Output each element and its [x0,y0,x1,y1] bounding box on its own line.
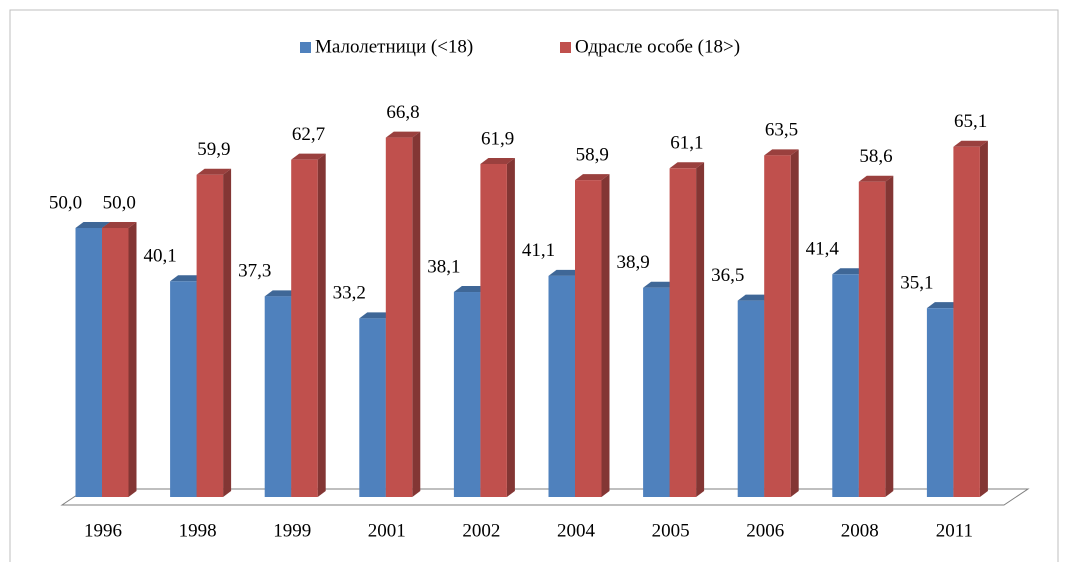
data-label: 58,9 [576,144,609,165]
chart-border [9,9,1059,562]
bar [575,174,610,498]
bar-top [764,149,799,156]
data-label: 62,7 [292,124,325,145]
x-tick-label: 2002 [462,520,500,541]
data-label: 59,9 [197,139,230,160]
bar-front [575,180,602,498]
bar-front [196,174,224,497]
x-tick-label: 2005 [652,520,690,541]
bar [669,162,705,498]
bar [196,168,232,497]
bar-side [128,222,137,497]
bar-top [102,222,137,228]
bar-side [412,131,421,497]
bar [102,222,137,497]
data-label: 38,1 [427,256,460,277]
data-label: 61,1 [670,133,703,154]
bar-top [953,140,988,147]
data-label: 66,8 [386,102,419,123]
bar-front [102,228,129,497]
x-tick-label: 1998 [179,520,217,541]
bar-top [264,290,300,297]
bar-front [264,296,292,497]
x-tick-label: 2004 [557,520,596,541]
data-label: 50,0 [103,192,136,213]
legend-swatch [560,42,571,53]
bar-top [669,162,705,169]
legend-swatch [300,42,311,53]
bar [953,140,988,497]
data-label: 40,1 [143,246,176,267]
bar-front [953,146,980,497]
bar-front [359,318,386,497]
data-label: 33,2 [333,283,366,304]
x-tick-label: 2001 [368,520,406,541]
bar-top [75,222,110,228]
bar-top [385,131,421,138]
bar-top [575,174,610,181]
bar-front [385,137,413,497]
x-tick-label: 2008 [841,520,879,541]
x-tick-label: 2011 [936,520,973,541]
x-tick-label: 1996 [84,520,122,541]
bar-side [790,149,799,497]
bar [385,131,421,497]
data-label: 61,9 [481,128,514,149]
x-tick-label: 1999 [273,520,311,541]
bar [291,153,326,497]
bar-front [737,300,765,497]
bar-top [170,275,205,282]
bar-top [643,281,678,288]
data-label: 35,1 [900,273,933,294]
data-label: 63,5 [765,120,798,141]
bar-front [170,281,197,497]
bar-top [480,157,515,164]
bar-top [359,312,394,319]
bar-side [696,162,705,498]
bar-top [926,302,962,309]
legend-label: Одрасле особе (18>) [575,36,740,57]
bar [480,157,515,497]
bar-side [601,174,610,498]
bar-top [548,269,583,276]
bar-front [75,228,102,497]
data-label: 37,3 [238,261,271,282]
bar-side [885,175,894,497]
data-label: 58,6 [859,146,892,167]
data-label: 41,4 [806,239,840,260]
bar-side [979,140,988,497]
bar-front [832,274,859,497]
bar-front [548,275,575,497]
bar-front [291,159,318,497]
bar-top [291,153,326,160]
x-tick-label: 2006 [746,520,784,541]
bar-side [223,168,232,497]
bar-top [196,168,232,175]
bar-front [669,168,697,498]
bar [764,149,799,497]
data-label: 38,9 [616,252,649,273]
bar-front [480,163,507,497]
bar-top [832,268,867,275]
data-label: 36,5 [711,265,744,286]
bar-front [643,287,670,497]
bar-front [453,292,481,497]
bar-front [926,308,954,497]
bar-top [858,175,894,182]
legend-label: Малолетници (<18) [315,36,473,57]
bar-front [858,181,886,497]
data-label: 41,1 [522,240,555,261]
data-label: 50,0 [49,192,82,213]
bar-side [506,157,515,497]
bar-top [737,294,773,301]
bar-side [317,153,326,497]
data-label: 65,1 [954,111,987,132]
bar-front [764,155,791,497]
bar [858,175,894,497]
bar-top [453,286,489,293]
